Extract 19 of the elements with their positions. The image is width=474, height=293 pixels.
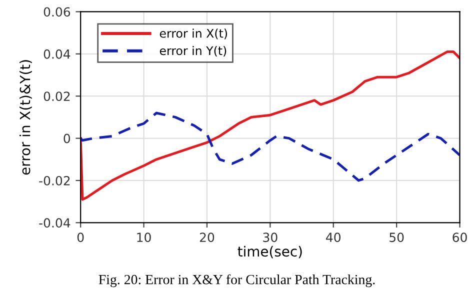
y-tick-label: 0	[64, 134, 70, 144]
y-tick-label: 0.02	[44, 92, 70, 102]
x-tick-label: 10	[137, 232, 151, 242]
x-tick-label: 30	[263, 232, 278, 242]
x-tick-label: 60	[452, 232, 467, 242]
legend-label: error in X(t)	[160, 28, 228, 40]
x-tick-label: 50	[390, 232, 404, 242]
legend-label: error in Y(t)	[160, 46, 226, 57]
x-axis-title: time(sec)	[238, 246, 302, 258]
y-tick-label: 0.04	[44, 49, 70, 59]
x-tick-label: 40	[326, 232, 341, 242]
y-tick-label: -0.04	[39, 218, 70, 228]
x-tick-label: 0	[77, 232, 84, 242]
y-axis-title: error in X(t)&Y(t)	[20, 60, 32, 175]
y-tick-label: -0.02	[39, 176, 70, 186]
x-tick-label: 20	[200, 232, 214, 242]
y-tick-label: 0.06	[44, 7, 70, 17]
line-series	[80, 112, 460, 182]
caption: Fig. 20: Error in X&Y for Circular Path Tracking.	[98, 274, 375, 288]
